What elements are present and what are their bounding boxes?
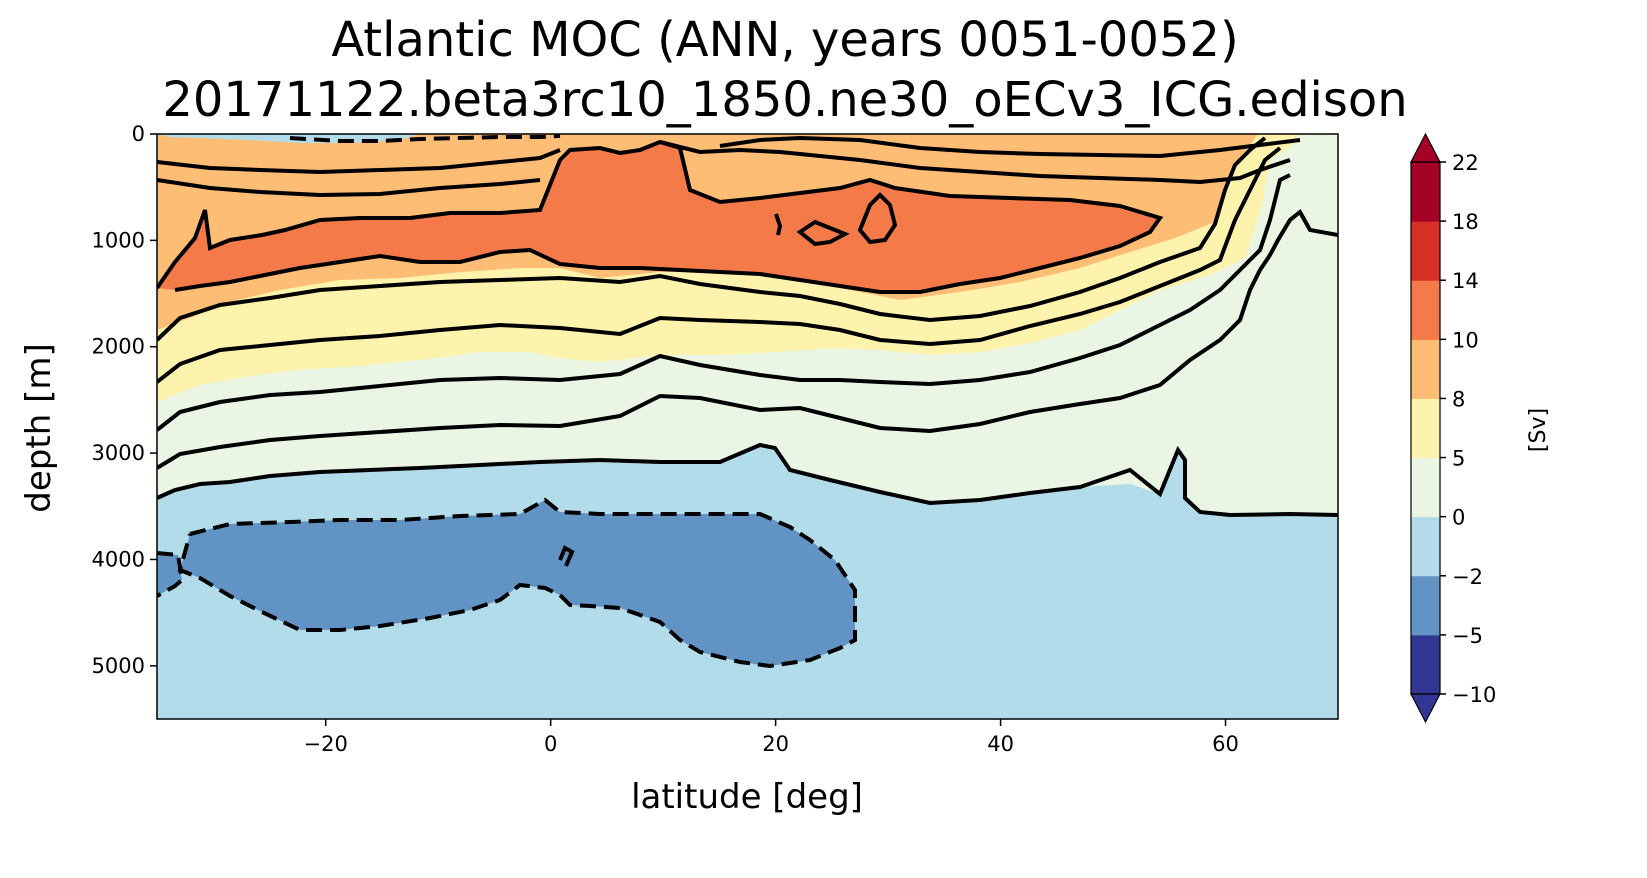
contour-eddy-1: [857, 192, 898, 245]
x-tick-label: 0: [544, 732, 557, 756]
colorbar-segment: [1411, 339, 1440, 399]
contour-upper-4: [719, 135, 1301, 159]
contour-eddy-2: [796, 219, 850, 247]
x-tick-label: 20: [762, 732, 789, 756]
contour-upper-2: [157, 178, 541, 198]
colorbar: −10 −5 −2 0 5 8 10 14 18 22: [1410, 132, 1496, 724]
colorbar-segment: [1411, 398, 1440, 459]
colorbar-segment: [1411, 634, 1440, 695]
contours-solid: [157, 135, 1338, 567]
y-tick-label: 3000: [92, 441, 145, 465]
colorbar-segment: [1411, 575, 1440, 636]
colorbar-tick-label: 14: [1452, 269, 1479, 293]
chart-title: Atlantic MOC (ANN, years 0051-0052): [331, 12, 1239, 68]
colorbar-tick-label: −10: [1452, 683, 1496, 707]
colorbar-segment: [1411, 516, 1440, 577]
contour-0sv: [157, 442, 1338, 518]
y-tick-label: 5000: [92, 654, 145, 678]
colorbar-tick-label: 8: [1452, 387, 1465, 411]
contours-dashed: [157, 134, 857, 669]
chart-subtitle: 20171122.beta3rc10_1850.ne30_oECv3_ICG.e…: [162, 72, 1408, 128]
contour-upper-3: [659, 140, 1291, 185]
contour-2sv: [157, 208, 1338, 470]
contour-patch-edge: [558, 545, 575, 567]
y-tick-label: 1000: [92, 228, 145, 252]
y-tick-label: 0: [132, 122, 145, 146]
y-tick-label: 4000: [92, 547, 145, 571]
x-tick-label: 40: [987, 732, 1014, 756]
contour-10sv: [157, 139, 1164, 294]
contour-6sv: [157, 146, 1282, 384]
y-axis: 0 1000 2000 3000 4000 5000: [92, 122, 157, 678]
colorbar-tick-label: 18: [1452, 210, 1479, 234]
colorbar-segment: [1411, 221, 1440, 281]
colorbar-extend-max: [1410, 132, 1441, 163]
contour-eddy-3: [774, 213, 783, 236]
colorbar-segment: [1411, 162, 1440, 222]
colorbar-tick-label: 5: [1452, 447, 1465, 471]
colorbar-frame: [1410, 161, 1441, 695]
field-surface-negative: [157, 134, 420, 143]
field-band-neg5-neg2: [180, 500, 855, 666]
colorbar-label: [Sv]: [1526, 408, 1551, 452]
colorbar-tick-label: 10: [1452, 328, 1479, 352]
plot-frame: [156, 133, 1339, 720]
colorbar-segment: [1411, 280, 1440, 340]
x-axis-label: latitude [deg]: [631, 777, 863, 817]
colorbar-segment: [1411, 457, 1440, 518]
x-tick-label: −20: [304, 732, 348, 756]
colorbar-tick-label: −2: [1452, 565, 1483, 589]
contour-4sv: [157, 173, 1291, 432]
plot-area: [157, 134, 1338, 719]
colorbar-tick-label: 0: [1452, 506, 1465, 530]
colorbar-extend-min: [1410, 693, 1441, 724]
contour-8sv: [157, 136, 1267, 342]
y-tick-label: 2000: [92, 335, 145, 359]
field-band-10-14: [157, 142, 1160, 292]
contour-surface-neg: [289, 134, 561, 143]
x-tick-label: 60: [1212, 732, 1239, 756]
colorbar-tick-label: 22: [1452, 151, 1479, 175]
y-axis-label: depth [m]: [19, 343, 59, 512]
x-axis: −20 0 20 40 60: [304, 719, 1239, 756]
contour-upper-1: [157, 148, 561, 175]
colorbar-tick-label: −5: [1452, 624, 1483, 648]
contour-neg2sv-left: [157, 551, 185, 598]
